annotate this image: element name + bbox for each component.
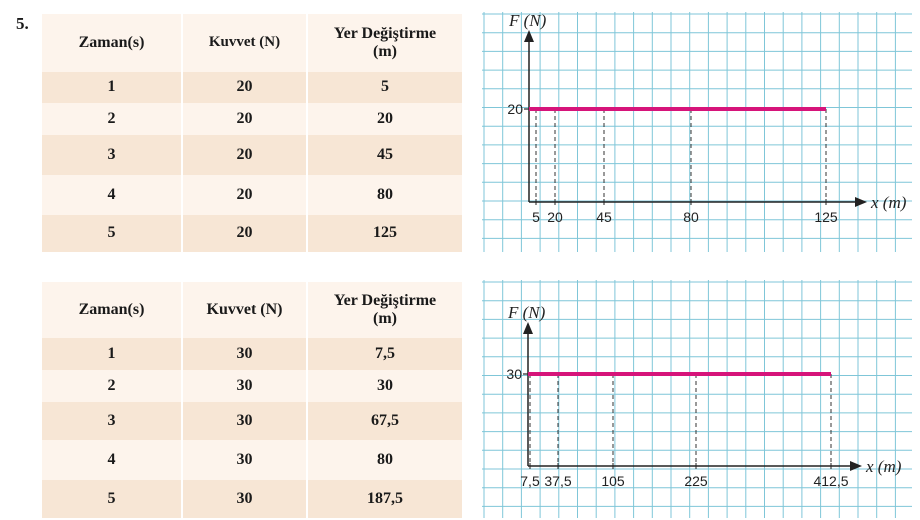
x-tick-label: 7,5 [520, 473, 540, 489]
cell-force: 20 [182, 135, 308, 175]
cell-displacement: 67,5 [307, 402, 462, 440]
y-axis-label: F (N) [507, 303, 546, 322]
question-number: 5. [16, 14, 29, 33]
table-row: 5 30 187,5 [42, 480, 462, 518]
table-header-row: Zaman(s) Kuvvet (N) Yer Değiştirme (m) [42, 14, 462, 72]
table-row: 3 30 67,5 [42, 402, 462, 440]
x-axis-label: x (m) [865, 457, 902, 476]
x-tick-label: 105 [601, 473, 625, 489]
cell-time: 2 [42, 103, 183, 135]
x-tick-label: 5 [532, 209, 540, 225]
data-table-1: Zaman(s) Kuvvet (N) Yer Değiştirme (m) 1 … [42, 14, 462, 252]
table-row: 1 30 7,5 [42, 338, 462, 370]
cell-time: 4 [42, 175, 183, 215]
table-header-row: Zaman(s) Kuvvet (N) Yer Değiştirme (m) [42, 282, 462, 338]
cell-time: 5 [42, 215, 183, 252]
y-axis-arrow-icon [523, 322, 533, 334]
cell-force: 30 [182, 440, 308, 480]
cell-force: 30 [182, 370, 308, 402]
y-tick-label: 30 [506, 366, 522, 382]
header-displacement: Yer Değiştirme (m) [307, 282, 462, 338]
cell-time: 2 [42, 370, 183, 402]
x-tick-label: 37,5 [544, 473, 571, 489]
table-row: 1 20 5 [42, 72, 462, 103]
cell-time: 1 [42, 72, 183, 103]
x-tick-label: 125 [814, 209, 838, 225]
cell-displacement: 5 [307, 72, 462, 103]
table-row: 2 30 30 [42, 370, 462, 402]
data-table-2: Zaman(s) Kuvvet (N) Yer Değiştirme (m) 1 … [42, 282, 462, 518]
cell-displacement: 125 [307, 215, 462, 252]
table-row: 4 30 80 [42, 440, 462, 480]
cell-displacement: 20 [307, 103, 462, 135]
cell-force: 30 [182, 338, 308, 370]
table-row: 5 20 125 [42, 215, 462, 252]
x-tick-label: 20 [547, 209, 563, 225]
cell-displacement: 187,5 [307, 480, 462, 518]
cell-displacement: 45 [307, 135, 462, 175]
y-tick-label: 20 [507, 101, 523, 117]
table-row: 2 20 20 [42, 103, 462, 135]
force-displacement-graph-1: 20 5 20 45 80 125 x (m) F (N) [482, 12, 912, 252]
x-tick-label: 45 [596, 209, 612, 225]
cell-displacement: 7,5 [307, 338, 462, 370]
header-time: Zaman(s) [42, 282, 183, 338]
table-row: 4 20 80 [42, 175, 462, 215]
cell-displacement: 80 [307, 440, 462, 480]
y-axis-label: F (N) [508, 12, 547, 30]
cell-time: 5 [42, 480, 183, 518]
header-displacement: Yer Değiştirme (m) [307, 14, 462, 72]
x-tick-label: 80 [683, 209, 699, 225]
cell-time: 3 [42, 402, 183, 440]
x-axis-arrow-icon [850, 461, 862, 471]
cell-time: 3 [42, 135, 183, 175]
cell-force: 20 [182, 175, 308, 215]
header-force: Kuvvet (N) [182, 282, 308, 338]
x-tick-label: 412,5 [813, 473, 848, 489]
header-time: Zaman(s) [42, 14, 183, 72]
header-force: Kuvvet (N) [182, 14, 308, 72]
cell-displacement: 80 [307, 175, 462, 215]
cell-force: 20 [182, 103, 308, 135]
cell-force: 30 [182, 480, 308, 518]
cell-time: 1 [42, 338, 183, 370]
cell-force: 30 [182, 402, 308, 440]
x-axis-label: x (m) [870, 193, 907, 212]
y-axis-arrow-icon [524, 30, 534, 42]
cell-force: 20 [182, 215, 308, 252]
cell-displacement: 30 [307, 370, 462, 402]
x-tick-label: 225 [684, 473, 708, 489]
cell-force: 20 [182, 72, 308, 103]
x-axis-arrow-icon [855, 197, 867, 207]
table-row: 3 20 45 [42, 135, 462, 175]
force-displacement-graph-2: 30 7,5 37,5 105 225 412,5 x (m) F (N) [482, 280, 912, 518]
cell-time: 4 [42, 440, 183, 480]
